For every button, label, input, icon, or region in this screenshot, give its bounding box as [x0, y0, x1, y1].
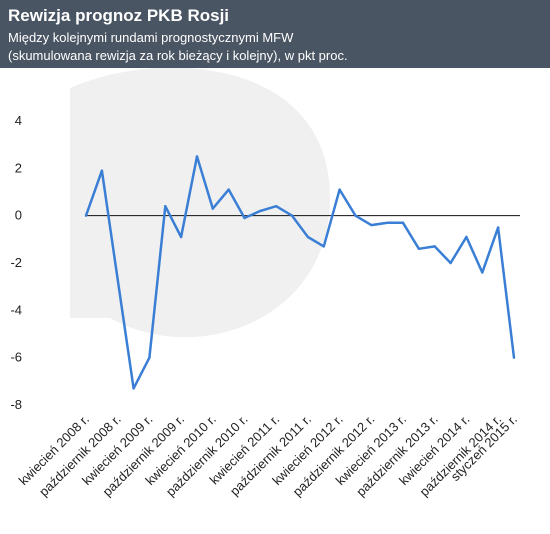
data-point — [433, 245, 436, 248]
y-tick-label: 2 — [15, 160, 22, 175]
data-point — [275, 205, 278, 208]
data-point — [100, 169, 104, 172]
data-point — [211, 207, 214, 210]
y-tick-label: 0 — [15, 208, 22, 223]
chart-title: Rewizja prognoz PKB Rosji — [8, 6, 230, 25]
data-point — [496, 226, 500, 229]
data-point — [417, 247, 421, 250]
y-tick-label: -8 — [10, 397, 22, 412]
y-tick-label: -6 — [10, 350, 22, 365]
data-point — [243, 216, 246, 220]
data-point — [259, 209, 262, 213]
watermark-shape — [70, 68, 330, 338]
data-point — [401, 221, 405, 224]
data-point — [386, 221, 389, 224]
data-point — [354, 214, 357, 217]
data-point — [84, 214, 88, 217]
data-point — [148, 356, 151, 359]
data-point — [227, 188, 230, 191]
data-point — [449, 261, 452, 265]
y-tick-label: 4 — [15, 113, 22, 128]
chart-header: Rewizja prognoz PKB Rosji Między kolejny… — [0, 0, 550, 68]
data-point — [195, 155, 199, 158]
data-point — [481, 271, 484, 274]
y-tick-label: -4 — [10, 302, 22, 317]
data-point — [306, 235, 310, 239]
data-point — [132, 387, 135, 390]
chart-subtitle-line-2: (skumulowana rewizja za rok bieżący i ko… — [8, 48, 348, 63]
series-line — [84, 155, 516, 390]
data-point — [370, 223, 373, 227]
data-point — [322, 245, 325, 248]
data-point — [164, 205, 167, 208]
chart-subtitle-line-1: Między kolejnymi rundami prognostycznymi… — [8, 30, 294, 45]
data-point — [512, 356, 516, 359]
data-point — [338, 188, 341, 191]
data-point — [116, 278, 119, 281]
chart-area: 4 2 0 -2 -4 -6 -8 kwiecień 2008 r. październik 2… — [0, 68, 550, 534]
data-point — [465, 235, 468, 239]
y-tick-label: -2 — [10, 255, 22, 270]
data-point — [179, 235, 183, 239]
data-point — [290, 214, 294, 217]
